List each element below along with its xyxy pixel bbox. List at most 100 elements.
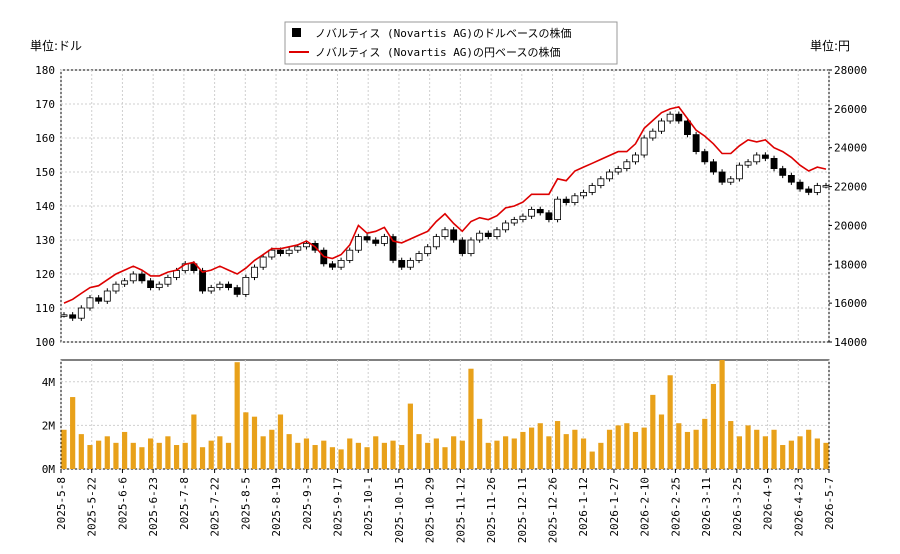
candle-body <box>476 232 484 241</box>
candle-body <box>251 266 258 278</box>
volume-bar <box>780 445 786 469</box>
volume-bar <box>598 442 604 469</box>
volume-bar <box>754 429 760 469</box>
candle-body <box>199 270 206 292</box>
candle-body <box>614 168 622 173</box>
volume-bar <box>113 442 119 469</box>
volume-bar <box>823 442 829 469</box>
x-tick-label: 2025-8-19 <box>270 477 283 537</box>
volume-bar <box>78 434 84 469</box>
candle-body <box>398 259 406 268</box>
candle-body <box>701 151 709 163</box>
left-axis-unit-label: 単位:ドル <box>30 38 82 53</box>
candle-body <box>484 232 492 237</box>
candle-body <box>597 178 605 187</box>
x-tick-label: 2026-4-9 <box>762 477 775 530</box>
volume-bar <box>814 438 820 469</box>
candle-body <box>761 154 769 159</box>
volume-bar <box>303 438 310 469</box>
volume-bar <box>407 403 413 469</box>
candle-body <box>95 297 103 302</box>
right-axis-unit-label: 単位:円 <box>810 38 850 53</box>
volume-bar <box>459 440 465 469</box>
candle-body <box>519 215 527 220</box>
volume-bar <box>563 434 569 469</box>
candle-body <box>225 283 232 289</box>
volume-bar <box>503 436 509 469</box>
candle-body <box>155 283 163 289</box>
left-y-tick-label: 120 <box>35 268 55 281</box>
candle-body <box>216 283 224 289</box>
volume-bar <box>641 427 647 469</box>
volume-bar <box>139 447 145 469</box>
x-tick-label: 2025-12-11 <box>516 477 529 543</box>
candle-body <box>588 185 596 193</box>
volume-bar <box>416 434 422 469</box>
volume-bar <box>199 447 206 469</box>
volume-bar <box>511 438 517 469</box>
x-tick-label: 2025-10-15 <box>393 477 406 543</box>
candle-body <box>121 280 129 285</box>
volume-bar <box>606 429 613 469</box>
candle-body <box>337 259 345 268</box>
legend-box <box>284 21 618 65</box>
left-y-tick-label: 130 <box>35 234 55 247</box>
volume-bar <box>399 445 405 469</box>
volume-bar <box>208 440 214 469</box>
volume-bar <box>225 442 232 469</box>
x-tick-label: 2025-5-22 <box>86 477 99 537</box>
candle-body <box>536 208 544 214</box>
x-tick-label: 2025-6-6 <box>116 477 129 530</box>
volume-bar <box>477 418 483 469</box>
yen-price-line <box>63 106 827 304</box>
candle-body <box>441 229 449 238</box>
x-tick-label: 2025-11-12 <box>454 477 467 543</box>
volume-bar <box>528 427 535 469</box>
candle-body <box>658 120 665 132</box>
volume-bar <box>96 440 102 469</box>
right-y-tick-label: 24000 <box>834 142 867 155</box>
candle-body <box>528 208 536 217</box>
x-tick-label: 2025-9-3 <box>301 477 314 530</box>
candle-body <box>571 195 579 204</box>
volume-bar <box>667 375 673 469</box>
volume-bar <box>217 436 223 469</box>
candle-body <box>424 246 432 255</box>
candle-body <box>389 236 397 261</box>
candle-body <box>675 113 683 122</box>
candle-body <box>268 249 276 258</box>
candle-body <box>285 249 293 254</box>
candle-body <box>692 134 700 153</box>
volume-bar <box>130 442 136 469</box>
candle-body <box>493 229 501 238</box>
legend-label-yen: ノバルティス (Novartis AG)の円ベースの株価 <box>315 45 561 59</box>
volume-bar <box>632 431 639 469</box>
volume-bar <box>771 429 777 469</box>
volume-bar <box>295 442 301 469</box>
volume-layer <box>61 360 829 469</box>
x-tick-label: 2025-5-8 <box>55 477 68 530</box>
candle-body <box>623 161 631 170</box>
volume-bar <box>251 416 258 469</box>
x-tick-label: 2025-7-22 <box>209 477 222 537</box>
volume-y-tick-label: 2M <box>42 419 56 432</box>
candle-body <box>710 161 717 173</box>
left-y-tick-label: 100 <box>35 336 55 349</box>
volume-bar <box>104 436 110 469</box>
left-y-tick-label: 140 <box>35 200 55 213</box>
x-tick-label: 2025-7-8 <box>178 477 191 530</box>
candle-body <box>718 171 726 183</box>
candle-body <box>129 273 137 282</box>
left-y-tick-label: 150 <box>35 166 55 179</box>
volume-bar <box>312 445 318 469</box>
x-tick-label: 2025-6-23 <box>147 477 160 537</box>
right-y-tick-label: 22000 <box>834 181 867 194</box>
left-y-tick-label: 160 <box>35 132 55 145</box>
volume-bar <box>615 425 621 469</box>
candle-body <box>380 236 388 244</box>
volume-bar <box>277 414 284 469</box>
candle-body <box>735 164 743 180</box>
axis-layer: 2025-5-8 2025-5-22 2025-6-6 2025-6-23 2025-7… <box>35 64 867 543</box>
x-tick-label: 2026-2-25 <box>669 477 682 537</box>
